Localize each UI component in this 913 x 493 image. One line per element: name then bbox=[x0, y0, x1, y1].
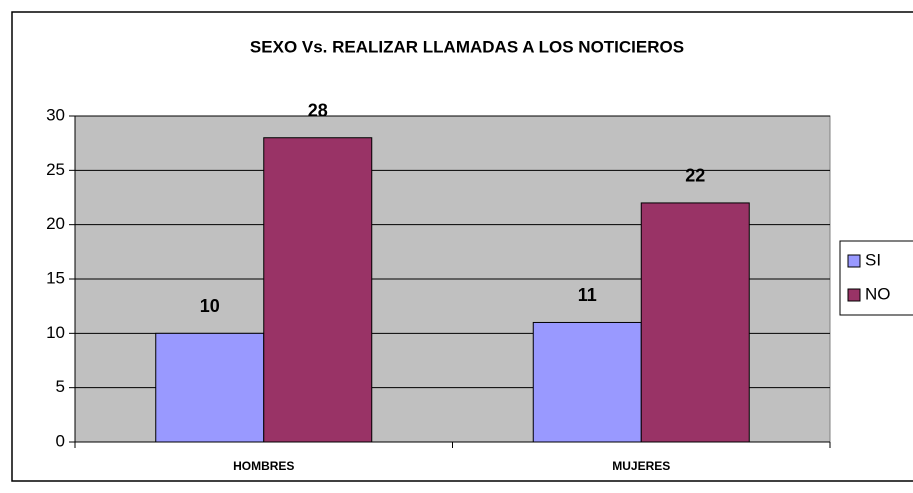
x-tick-label: MUJERES bbox=[612, 459, 670, 473]
legend-label: NO bbox=[865, 284, 891, 303]
bar bbox=[155, 332, 265, 443]
data-label: 11 bbox=[578, 285, 597, 305]
y-tick-label: 10 bbox=[46, 323, 65, 342]
y-tick-label: 15 bbox=[46, 268, 65, 287]
legend-label: SI bbox=[865, 250, 881, 269]
data-label: 28 bbox=[308, 100, 328, 120]
y-tick-label: 0 bbox=[56, 431, 65, 450]
bar bbox=[532, 321, 642, 443]
chart-title: SEXO Vs. REALIZAR LLAMADAS A LOS NOTICIE… bbox=[250, 37, 684, 56]
bar bbox=[263, 137, 373, 443]
data-label: 22 bbox=[685, 166, 705, 186]
y-tick-label: 25 bbox=[46, 160, 65, 179]
bar bbox=[640, 202, 750, 443]
y-tick-label: 5 bbox=[56, 377, 65, 396]
legend bbox=[839, 240, 913, 316]
y-tick-label: 20 bbox=[46, 214, 65, 233]
legend-swatch bbox=[847, 254, 861, 268]
y-tick-label: 30 bbox=[46, 105, 65, 124]
x-tick-label: HOMBRES bbox=[233, 459, 294, 473]
legend-swatch bbox=[847, 288, 861, 302]
data-label: 10 bbox=[200, 296, 220, 316]
